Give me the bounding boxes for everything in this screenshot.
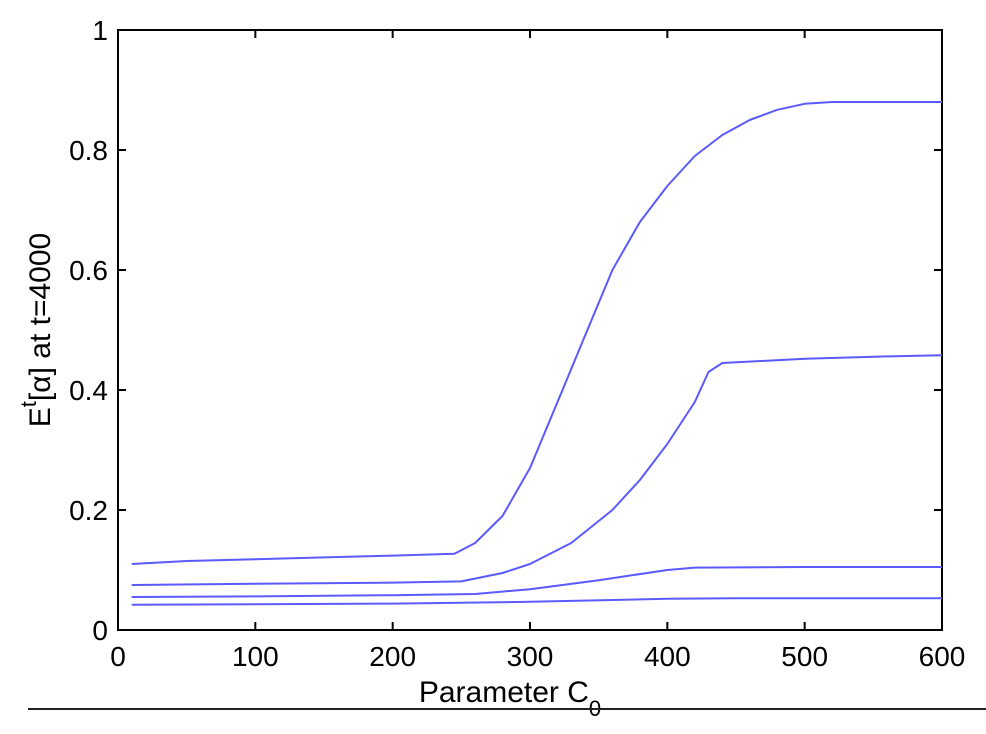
- tick-labels: 0 100 200 300 400 500 600 0 0.2 0.4 0.6 0.8 1: [69, 15, 965, 672]
- y-axis-label-superscript: t: [16, 401, 41, 407]
- x-tick-label: 500: [781, 641, 828, 672]
- y-tick-label: 0.2: [69, 495, 108, 526]
- x-tick-label: 300: [507, 641, 554, 672]
- tick-marks: [117, 29, 943, 631]
- y-axis-label: Et[α] at t=4000: [16, 233, 57, 427]
- y-axis-label-prefix: E: [24, 407, 57, 427]
- x-tick-label: 200: [369, 641, 416, 672]
- series-line-3: [131, 566, 942, 598]
- y-tick-label: 0.6: [69, 255, 108, 286]
- series-line-2: [131, 354, 943, 586]
- y-tick-label: 0.8: [69, 135, 108, 166]
- y-tick-label: 1: [92, 15, 108, 46]
- x-tick-label: 400: [644, 641, 691, 672]
- plot-area-frame: [117, 29, 943, 631]
- x-axis-label-text: Parameter C: [419, 676, 589, 709]
- bottom-divider: [28, 708, 986, 710]
- series-line-4: [131, 597, 942, 606]
- x-tick-label: 100: [232, 641, 279, 672]
- x-tick-label: 600: [919, 641, 966, 672]
- y-axis-label-suffix: [α] at t=4000: [24, 233, 57, 401]
- x-axis-label: Parameter C0: [419, 676, 601, 721]
- series-line-1: [131, 101, 942, 565]
- y-tick-label: 0.4: [69, 375, 108, 406]
- x-tick-label: 0: [110, 641, 126, 672]
- y-tick-label: 0: [92, 615, 108, 646]
- series-lines: [131, 101, 943, 606]
